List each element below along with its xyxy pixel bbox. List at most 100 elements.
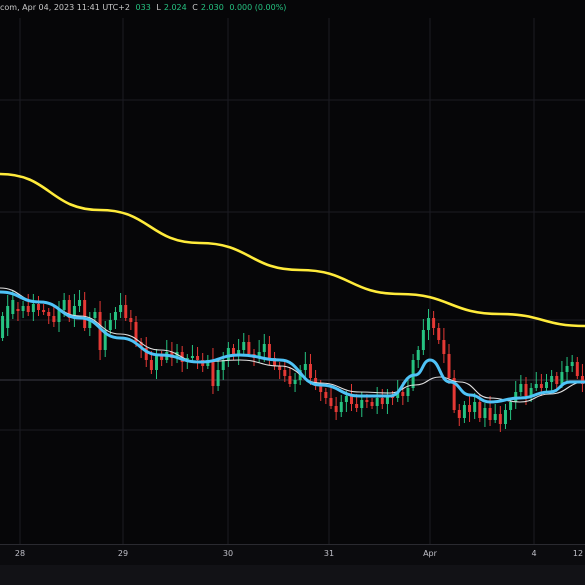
candle-body <box>524 384 528 396</box>
candle-body <box>344 396 348 402</box>
candle-body <box>570 362 574 366</box>
candle-body <box>442 340 446 354</box>
high-value: 033 <box>135 3 151 12</box>
candle-body <box>509 402 513 410</box>
candle-body <box>339 402 343 412</box>
candle-body <box>221 360 225 370</box>
candle-body <box>1 316 5 338</box>
candle-body <box>42 310 46 312</box>
x-tick-label: 12 <box>572 549 584 558</box>
candle-body <box>401 392 405 396</box>
price-chart[interactable]: com, Apr 04, 2023 11:41 UTC+2 033 L 2.024… <box>0 0 585 544</box>
chart-plot[interactable] <box>0 0 585 544</box>
candle-body <box>365 400 369 402</box>
candle-body <box>242 342 246 350</box>
candles-group <box>1 290 584 432</box>
candle-body <box>190 356 194 358</box>
candle-body <box>267 344 271 358</box>
ma-mid-line <box>0 290 585 404</box>
candle-body <box>11 300 15 314</box>
candle-body <box>211 360 215 386</box>
candle-body <box>432 318 436 328</box>
candle-body <box>288 376 292 384</box>
candle-body <box>421 330 425 350</box>
candle-body <box>468 405 472 412</box>
x-tick-label: 4 <box>531 549 537 558</box>
candle-body <box>580 376 584 384</box>
candle-body <box>314 378 318 386</box>
x-tick-label: 29 <box>117 549 129 558</box>
candle-body <box>545 382 549 388</box>
candle-body <box>503 410 507 424</box>
candle-body <box>380 398 384 404</box>
candle-body <box>52 316 56 322</box>
candle-body <box>47 312 51 316</box>
candle-body <box>72 306 76 318</box>
candle-body <box>375 398 379 406</box>
candle-body <box>498 414 502 424</box>
candle-body <box>334 406 338 412</box>
candle-body <box>457 410 461 418</box>
candle-body <box>560 372 564 384</box>
candle-body <box>406 388 410 396</box>
candle-body <box>303 364 307 370</box>
candle-body <box>108 320 112 330</box>
candle-body <box>493 414 497 420</box>
x-tick-label: Apr <box>423 549 437 558</box>
candle-body <box>370 402 374 406</box>
candle-body <box>237 350 241 356</box>
candle-body <box>447 354 451 378</box>
candle-body <box>155 356 159 370</box>
x-tick-label: 30 <box>222 549 234 558</box>
candle-body <box>31 304 35 312</box>
candle-body <box>575 362 579 376</box>
candle-body <box>113 312 117 320</box>
candle-body <box>144 348 148 360</box>
candle-body <box>93 312 97 318</box>
candle-body <box>83 300 87 328</box>
x-tick-label: 31 <box>323 549 335 558</box>
candle-body <box>488 408 492 420</box>
x-tick-label: 28 <box>14 549 26 558</box>
candle-body <box>57 310 61 322</box>
candle-body <box>355 404 359 408</box>
close-prefix: C <box>192 3 198 12</box>
candle-body <box>175 352 179 358</box>
candle-body <box>206 360 210 366</box>
candle-body <box>160 356 164 360</box>
candle-body <box>62 300 66 310</box>
candle-body <box>473 402 477 412</box>
candle-body <box>396 392 400 398</box>
close-value: 2.030 <box>200 3 224 12</box>
candle-body <box>196 356 200 360</box>
candle-body <box>385 396 389 404</box>
candle-body <box>324 392 328 398</box>
candle-body <box>36 304 40 310</box>
candle-body <box>293 380 297 384</box>
candle-body <box>119 305 123 312</box>
candle-body <box>519 384 523 392</box>
candle-body <box>283 370 287 376</box>
candle-body <box>329 398 333 406</box>
candle-body <box>231 348 235 356</box>
candle-body <box>67 300 71 318</box>
candle-body <box>257 352 261 358</box>
candle-body <box>273 358 277 366</box>
time-axis[interactable]: 28 29 30 31 Apr 4 12 <box>0 544 585 565</box>
low-value: 2.024 <box>163 3 187 12</box>
candle-body <box>478 402 482 418</box>
candle-body <box>534 384 538 388</box>
candle-body <box>565 366 569 372</box>
candle-body <box>139 342 143 348</box>
candle-body <box>452 378 456 410</box>
candle-body <box>247 342 251 354</box>
low-prefix: L <box>156 3 161 12</box>
candle-body <box>6 306 10 328</box>
candle-body <box>149 360 153 370</box>
candle-body <box>216 370 220 386</box>
ohlc-header: com, Apr 04, 2023 11:41 UTC+2 033 L 2.024… <box>0 3 289 17</box>
symbol-title: com, Apr 04, 2023 11:41 UTC+2 <box>0 3 130 12</box>
candle-body <box>98 312 102 350</box>
ma-short-line <box>0 287 585 403</box>
candle-body <box>278 366 282 370</box>
